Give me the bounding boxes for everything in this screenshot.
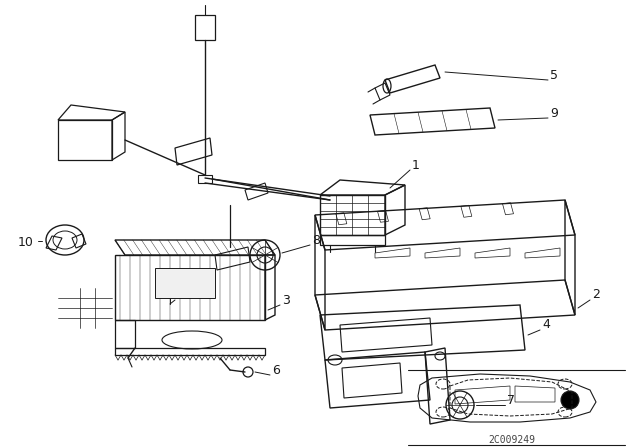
Text: 2: 2	[592, 289, 600, 302]
Text: 1: 1	[412, 159, 420, 172]
Text: 8: 8	[312, 233, 320, 246]
Text: 9: 9	[550, 107, 558, 120]
Text: 5: 5	[550, 69, 558, 82]
Text: 10: 10	[18, 236, 34, 249]
Circle shape	[561, 391, 579, 409]
Text: 2C009249: 2C009249	[488, 435, 536, 445]
Text: 4: 4	[542, 319, 550, 332]
Text: 3: 3	[282, 293, 290, 306]
Polygon shape	[155, 268, 215, 298]
Text: 7: 7	[507, 393, 515, 406]
Text: 6: 6	[272, 363, 280, 376]
